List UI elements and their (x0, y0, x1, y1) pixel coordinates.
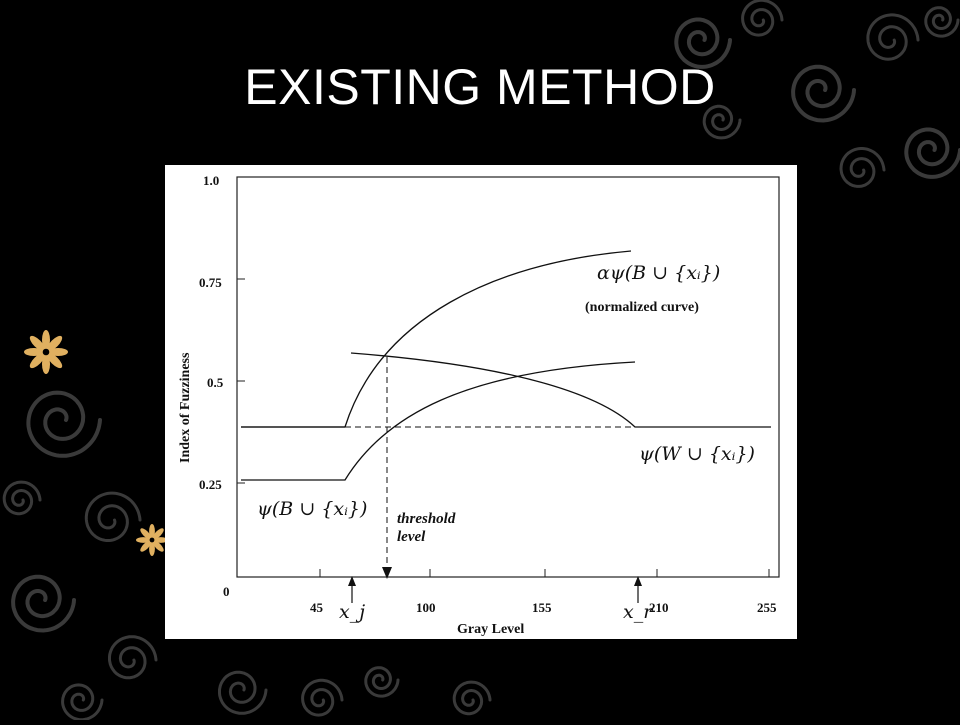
swirl-ornament (2, 480, 42, 516)
xj-label-text: x_j (339, 601, 365, 623)
x-tick-label: 210 (649, 600, 669, 615)
y-tick-label: 0 (223, 584, 230, 599)
plot-frame (236, 176, 780, 578)
x-tick-label: 155 (532, 600, 552, 615)
x-tick-label: 45 (310, 600, 324, 615)
x-tick-label: 100 (416, 600, 436, 615)
flower-petal (140, 528, 152, 540)
flower-petal (24, 348, 44, 356)
flower-petal (47, 353, 63, 369)
threshold-label-line1: threshold (397, 511, 456, 527)
flower-petal (140, 540, 152, 552)
flower-center (42, 348, 50, 356)
swirl-ornament (84, 491, 142, 542)
threshold-arrowhead (382, 567, 392, 579)
swirl-ornament (866, 13, 920, 61)
xj-arrowhead (348, 576, 356, 586)
fuzziness-figure: 1.0 0.75 0.5 0.25 0 45 100 155 210 255 I… (165, 165, 797, 639)
xr-arrowhead (634, 576, 642, 586)
swirl-ornament (108, 635, 158, 680)
swirl-ornament (218, 670, 268, 715)
w-curve (350, 352, 771, 428)
xj-label: x_j (339, 601, 365, 623)
flower-petal (42, 329, 50, 350)
flower-petal (136, 537, 151, 543)
y-tick-label: 0.5 (207, 375, 224, 390)
slide-title: EXISTING METHOD (244, 59, 716, 115)
swirl-ornament (364, 666, 400, 698)
b-curve (241, 361, 636, 481)
y-tick-label: 1.0 (203, 173, 219, 188)
x-tick-label: 255 (757, 600, 777, 615)
threshold-label-line2: level (397, 529, 426, 545)
swirl-ornament (904, 127, 960, 179)
swirl-ornament (61, 683, 104, 722)
xr-label: x_r (623, 601, 654, 623)
w-curve-label: ψ(W ∪ {xᵢ}) (639, 443, 755, 465)
swirl-ornament (301, 678, 344, 717)
flower-petal (153, 537, 168, 543)
normalized-curve-label: αψ(B ∪ {xᵢ}) (597, 262, 720, 284)
flower-center (149, 537, 155, 543)
flower-petal (47, 335, 63, 351)
flower-petal (152, 528, 164, 540)
flower-petal (29, 335, 45, 351)
normalized-curve (241, 250, 632, 428)
y-tick-label: 0.25 (199, 477, 222, 492)
swirl-ornament (839, 147, 886, 188)
flower-petal (152, 540, 164, 552)
swirl-ornament (452, 680, 492, 716)
x-axis-title: Gray Level (457, 622, 524, 637)
flower-petal (42, 354, 50, 375)
swirl-ornament (702, 104, 742, 140)
swirl-ornament (791, 64, 856, 123)
swirl-ornament (741, 0, 784, 37)
fuzziness-plot: 1.0 0.75 0.5 0.25 0 45 100 155 210 255 I… (178, 173, 780, 637)
flower-petal (149, 524, 155, 539)
normalized-curve-note: (normalized curve) (585, 300, 699, 315)
xr-label-text: x_r (623, 601, 654, 623)
swirl-ornament (11, 574, 76, 633)
flower-petal (149, 541, 155, 556)
swirl-ornament (26, 390, 102, 458)
flower-petal (48, 348, 68, 356)
y-tick-label: 0.75 (199, 275, 222, 290)
b-curve-label: ψ(B ∪ {xᵢ}) (257, 498, 367, 520)
y-axis-title: Index of Fuzziness (178, 352, 193, 463)
swirl-ornament (674, 17, 732, 69)
flower-petal (29, 353, 45, 369)
swirl-ornament (924, 6, 960, 38)
